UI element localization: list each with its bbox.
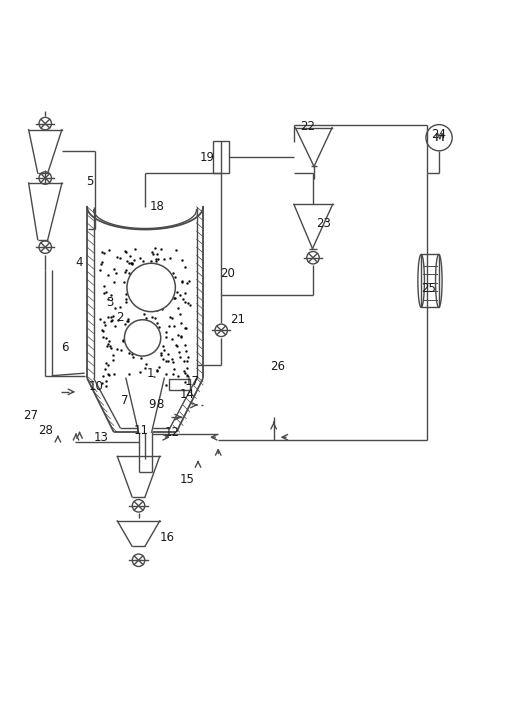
Circle shape bbox=[124, 320, 161, 356]
Text: 20: 20 bbox=[220, 267, 235, 280]
Polygon shape bbox=[126, 379, 164, 433]
Text: 27: 27 bbox=[23, 409, 38, 421]
Text: 13: 13 bbox=[94, 430, 108, 444]
Text: 10: 10 bbox=[89, 381, 103, 393]
Bar bbox=[169, 379, 190, 390]
Text: 23: 23 bbox=[316, 217, 331, 230]
Text: 15: 15 bbox=[179, 472, 194, 486]
Text: 5: 5 bbox=[86, 175, 93, 188]
Text: 1: 1 bbox=[147, 367, 154, 380]
Text: 8: 8 bbox=[157, 398, 164, 411]
Text: 17: 17 bbox=[185, 375, 199, 388]
Text: 6: 6 bbox=[61, 341, 68, 355]
Text: 9: 9 bbox=[148, 398, 156, 411]
Text: 25: 25 bbox=[421, 283, 437, 296]
Text: 12: 12 bbox=[164, 426, 179, 439]
Text: 16: 16 bbox=[159, 531, 174, 543]
Text: 11: 11 bbox=[134, 423, 149, 437]
Text: 26: 26 bbox=[270, 360, 285, 373]
Text: 24: 24 bbox=[431, 128, 447, 141]
Text: 22: 22 bbox=[301, 120, 315, 132]
Text: 3: 3 bbox=[106, 296, 114, 309]
Circle shape bbox=[127, 264, 175, 312]
Text: 21: 21 bbox=[230, 313, 245, 326]
Text: 14: 14 bbox=[179, 388, 195, 402]
Text: 18: 18 bbox=[149, 200, 164, 213]
Text: 2: 2 bbox=[116, 311, 124, 325]
Bar bbox=[421, 254, 439, 308]
Text: 7: 7 bbox=[121, 395, 129, 407]
Text: M: M bbox=[434, 132, 444, 143]
Bar bbox=[213, 141, 229, 172]
Text: 4: 4 bbox=[76, 256, 83, 268]
Text: 28: 28 bbox=[39, 423, 53, 437]
Text: 19: 19 bbox=[200, 151, 214, 165]
